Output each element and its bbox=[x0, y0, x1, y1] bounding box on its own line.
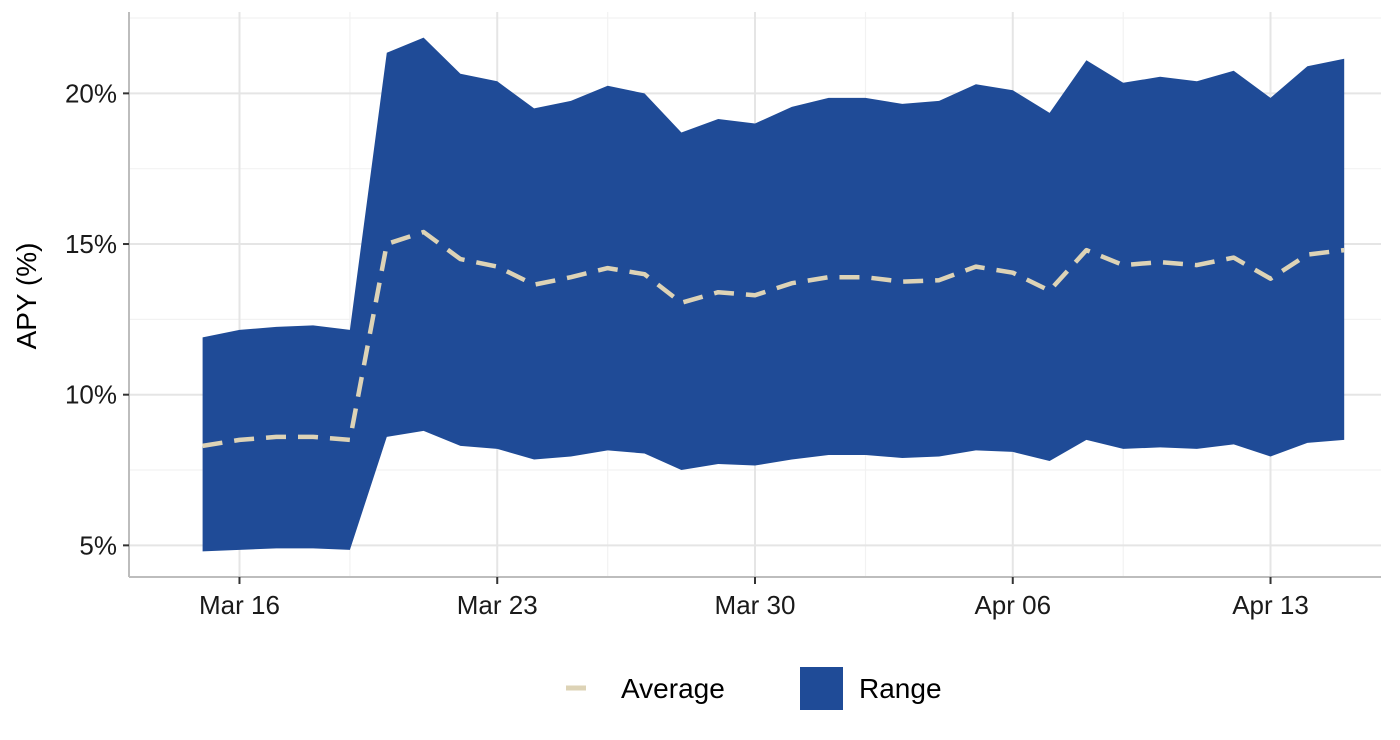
average-line bbox=[202, 229, 1345, 449]
x-tick-label: Mar 23 bbox=[457, 590, 538, 620]
legend-range-label: Range bbox=[859, 673, 942, 704]
legend-average-label: Average bbox=[621, 673, 725, 704]
y-axis-ticks: 5% 10% 15% 20% bbox=[65, 78, 129, 560]
legend-range-key bbox=[800, 667, 843, 710]
range-ribbon bbox=[202, 37, 1345, 552]
x-tick-label: Mar 16 bbox=[199, 590, 280, 620]
y-tick-label: 15% bbox=[65, 229, 117, 259]
y-tick-label: 5% bbox=[79, 530, 117, 560]
x-tick-label: Mar 30 bbox=[715, 590, 796, 620]
x-axis-ticks: Mar 16 Mar 23 Mar 30 Apr 06 Apr 13 bbox=[199, 577, 1309, 620]
legend: Average Range bbox=[566, 667, 942, 710]
x-tick-label: Apr 13 bbox=[1232, 590, 1309, 620]
range-ribbon-layer bbox=[202, 37, 1345, 552]
x-tick-label: Apr 06 bbox=[974, 590, 1051, 620]
y-tick-label: 20% bbox=[65, 78, 117, 108]
y-tick-label: 10% bbox=[65, 380, 117, 410]
average-line-layer bbox=[202, 229, 1345, 449]
y-axis-title: APY (%) bbox=[11, 243, 42, 350]
